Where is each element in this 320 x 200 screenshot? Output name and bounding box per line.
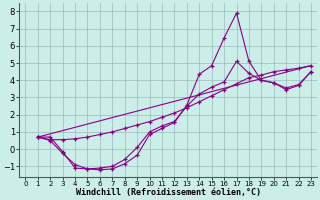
X-axis label: Windchill (Refroidissement éolien,°C): Windchill (Refroidissement éolien,°C): [76, 188, 261, 197]
